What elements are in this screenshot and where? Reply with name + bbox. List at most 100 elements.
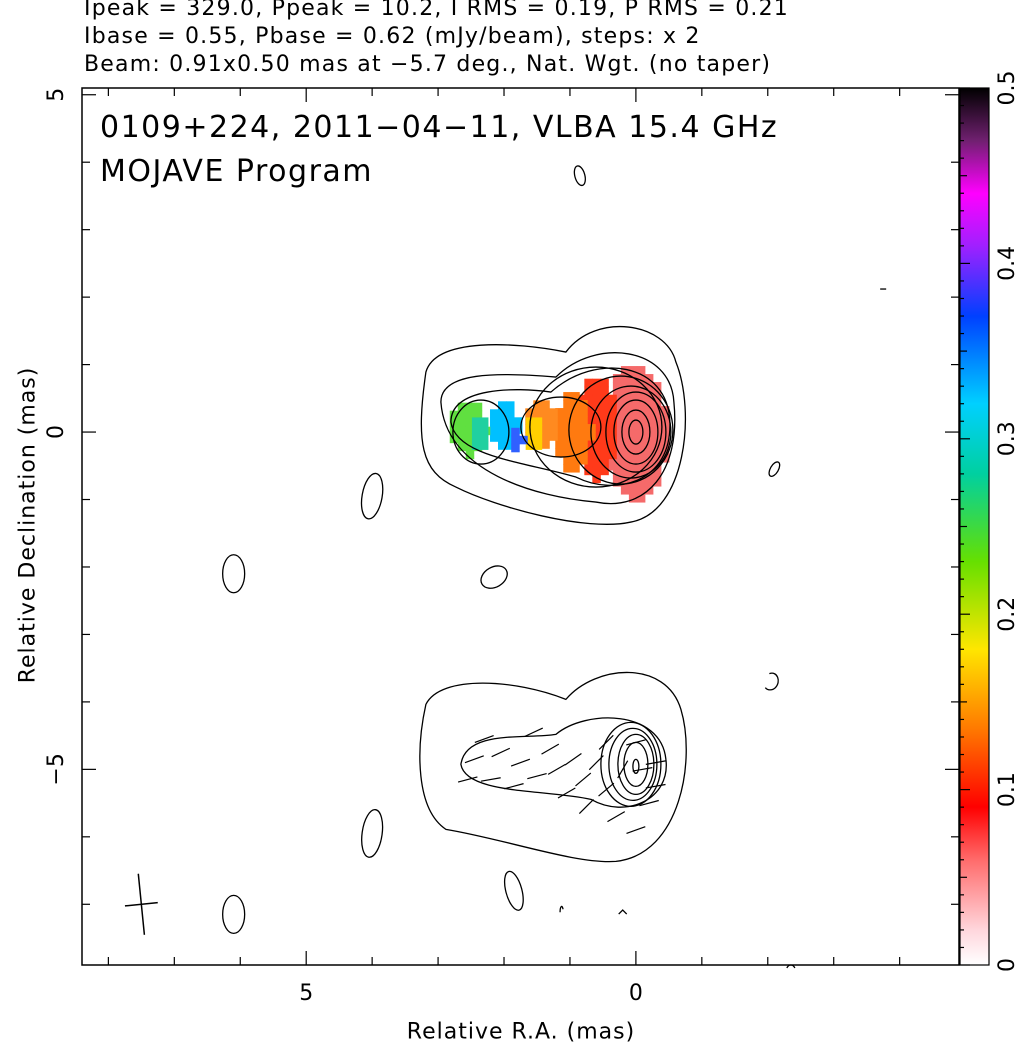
pol-pixel (644, 382, 654, 391)
pol-pixel (644, 398, 654, 407)
contour-blob (222, 894, 246, 935)
y-tick-label: 0 (44, 425, 69, 439)
evpa-tick (639, 799, 659, 807)
contour-blob (618, 909, 628, 915)
beam-minor-axis (124, 901, 158, 907)
pol-pixel (549, 432, 558, 441)
pol-pixel (571, 432, 580, 441)
pol-pixel (498, 409, 507, 418)
pol-pixel (600, 434, 609, 444)
pol-pixel (571, 416, 580, 425)
pol-pixel (584, 450, 593, 460)
pol-pixel (563, 432, 572, 441)
colorbar-label: 0.3 (995, 421, 1020, 456)
contour-outer (420, 326, 686, 525)
contour-level (623, 741, 649, 788)
pol-pixel (549, 408, 558, 417)
pol-pixel (636, 390, 646, 399)
pol-pixel (579, 432, 588, 441)
contour-blob (573, 165, 586, 187)
pol-pixel (511, 443, 520, 453)
evpa-tick (626, 826, 646, 835)
pol-pixel (608, 442, 617, 452)
pol-pixel (533, 417, 543, 426)
pol-pixel (519, 435, 528, 445)
pol-pixel (457, 410, 467, 420)
pol-pixel (652, 398, 662, 407)
contour-level (621, 409, 651, 455)
pol-pixel (584, 378, 593, 388)
pol-pixel (608, 434, 617, 444)
pol-pixel (514, 417, 523, 426)
pol-pixel (541, 440, 550, 449)
pol-pixel (628, 422, 638, 431)
contours (222, 165, 887, 969)
pol-pixel (490, 417, 499, 426)
pol-pixel (479, 441, 489, 450)
pol-pixel (549, 424, 558, 433)
pol-pixel (628, 390, 638, 399)
evpa-vectors (457, 727, 666, 835)
y-tick-label: −5 (44, 753, 69, 785)
pol-pixel (636, 430, 646, 439)
pol-pixel (579, 408, 588, 417)
pol-pixel (652, 454, 662, 463)
pol-pixel (636, 406, 646, 415)
evpa-tick (564, 753, 582, 766)
colorbar-label: 0.1 (995, 772, 1020, 807)
contour-level (617, 733, 655, 796)
pol-pixel (600, 442, 609, 452)
pol-pixel (612, 406, 622, 415)
pol-pixel (636, 486, 646, 495)
pol-pixel (636, 470, 646, 479)
header-line-1: Ipeak = 329.0, Ppeak = 10.2, I RMS = 0.1… (84, 0, 789, 21)
pol-pixel (620, 374, 630, 383)
pol-pixel (620, 430, 630, 439)
pol-pixel (600, 410, 609, 420)
evpa-tick (464, 755, 484, 764)
pol-pixel (592, 410, 601, 420)
pol-pixel (571, 464, 580, 473)
axis-ticks (82, 88, 959, 965)
pol-pixel (612, 382, 622, 391)
pol-pixel (563, 392, 572, 401)
pol-pixel (555, 440, 564, 449)
pol-pixel (525, 433, 535, 442)
evpa-tick (626, 739, 646, 746)
pol-pixel (506, 425, 515, 434)
pol-pixel (620, 462, 630, 471)
contour-level (632, 758, 640, 775)
pol-pixel (660, 414, 670, 423)
pol-pixel (541, 416, 550, 425)
pol-pixel (612, 478, 622, 487)
evpa-tick (541, 743, 560, 755)
pol-pixel (608, 426, 617, 436)
pol-pixel (620, 454, 630, 463)
pol-pixel (555, 448, 564, 457)
pol-pixel (652, 406, 662, 415)
pol-pixel (473, 402, 483, 412)
evpa-tick (474, 735, 494, 743)
pol-pixel (571, 456, 580, 465)
pol-pixel (600, 394, 609, 404)
contour-level (529, 366, 663, 488)
contour-level (608, 727, 658, 802)
pol-pixel (579, 424, 588, 433)
pol-pixel (457, 426, 467, 436)
pol-pixel (506, 433, 515, 442)
pol-pixel (636, 478, 646, 487)
evpa-tick (457, 776, 478, 783)
contour-level (452, 399, 510, 465)
pol-pixel (636, 422, 646, 431)
pol-pixel (636, 494, 646, 503)
pol-pixel (490, 409, 499, 418)
pol-pixel (555, 432, 564, 441)
pol-pixel (471, 441, 481, 450)
contour-outer (419, 671, 687, 863)
contour-blob (360, 472, 384, 520)
pol-pixel (449, 410, 459, 420)
pol-pixel (612, 422, 622, 431)
axis-tick-labels: 5 0 5 0 −5 (44, 88, 643, 1006)
pol-pixel (652, 430, 662, 439)
pol-pixel (506, 401, 515, 410)
